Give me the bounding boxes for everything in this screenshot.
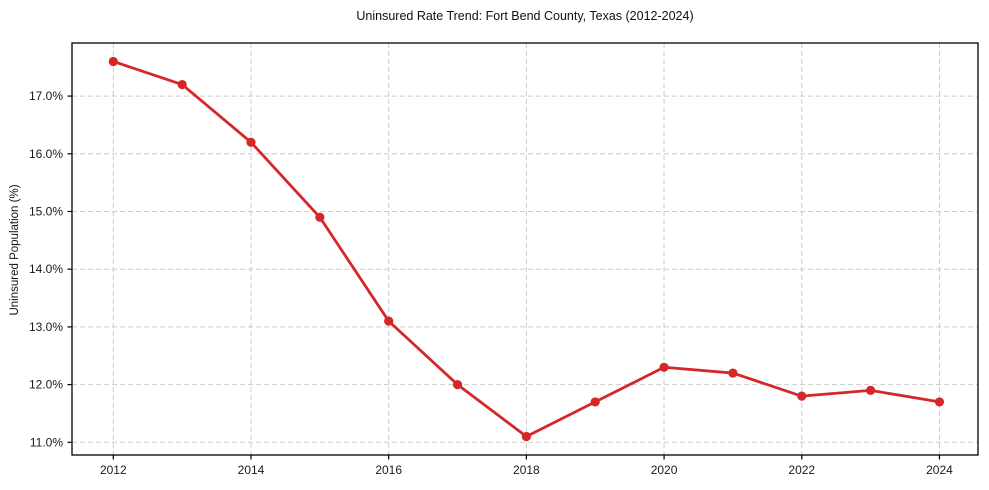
x-tick-label: 2018	[513, 463, 540, 477]
data-point-2019	[590, 397, 600, 407]
data-point-2016	[384, 316, 394, 326]
axis-frame	[71, 42, 979, 456]
x-tick-label: 2016	[375, 463, 402, 477]
data-point-2017	[452, 380, 463, 390]
y-tick-label: 13.0%	[29, 320, 63, 334]
y-tick-label: 15.0%	[29, 204, 63, 218]
x-tick-label: 2020	[651, 463, 678, 477]
data-point-2024	[934, 397, 945, 407]
chart-title: Uninsured Rate Trend: Fort Bend County, …	[356, 9, 694, 23]
data-point-2013	[177, 79, 187, 90]
data-point-2022	[797, 391, 807, 401]
x-tick-label: 2024	[926, 463, 953, 477]
y-tick-label: 12.0%	[29, 378, 63, 392]
y-tick-label: 16.0%	[29, 147, 63, 161]
x-tick-label: 2012	[100, 463, 127, 477]
x-tick-label: 2022	[788, 463, 815, 477]
data-point-2012	[108, 56, 118, 67]
data-point-2021	[728, 368, 738, 378]
y-tick-label: 14.0%	[29, 262, 63, 276]
x-tick-label: 2014	[238, 463, 265, 477]
data-point-2018	[521, 431, 531, 442]
data-point-2023	[866, 385, 876, 395]
data-point-2015	[315, 212, 325, 222]
y-tick-label: 11.0%	[30, 435, 63, 449]
data-point-2020	[659, 362, 669, 372]
data-point-2014	[246, 137, 256, 147]
y-tick-label: 17.0%	[29, 89, 63, 103]
